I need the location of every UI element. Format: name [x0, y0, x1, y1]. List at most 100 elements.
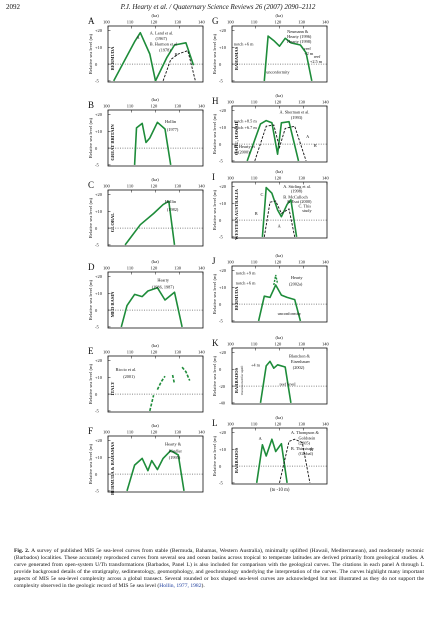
- sea-level-curve: [171, 374, 176, 385]
- y-tick-label: -5: [95, 163, 99, 168]
- sea-level-curve: [255, 438, 288, 484]
- panel-annotation: Riccio et al.: [116, 367, 137, 372]
- top-tick-label: 120: [275, 20, 283, 25]
- top-tick-label: 120: [151, 266, 159, 271]
- locality-label: BERMUDA: [110, 46, 115, 70]
- top-tick-label: 100: [227, 100, 235, 105]
- axis-unit-label: (ka): [152, 423, 160, 428]
- top-tick-label: 120: [275, 422, 283, 427]
- panel-letter: J: [212, 256, 216, 266]
- y-tick-label: +20: [95, 28, 103, 33]
- panel-annotation: al.(2000): [234, 150, 250, 155]
- panel-annotation: A. Stirling et al.: [283, 184, 311, 189]
- panel-annotation: Eisenhauer: [291, 359, 311, 364]
- y-tick-label: +20: [219, 350, 227, 355]
- top-tick-label: 130: [298, 100, 306, 105]
- panel-letter: G: [212, 16, 219, 26]
- top-tick-label: 130: [174, 430, 182, 435]
- panel-letter: K: [212, 338, 219, 348]
- y-tick-label: +20: [219, 430, 227, 435]
- plot-frame: [231, 265, 328, 323]
- y-tick-label: +10: [219, 285, 227, 290]
- locality-sublabel: Uncorrected for uplift: [240, 366, 244, 396]
- caption-citation-link[interactable]: Hollin, 1977, 1982: [159, 583, 202, 590]
- panel-annotation: notch +6 m: [236, 281, 256, 286]
- top-tick-label: 120: [151, 184, 159, 189]
- y-tick-label: -5: [219, 319, 223, 324]
- y-tick-label: -5: [219, 235, 223, 240]
- y-axis-title: Relative sea level (m): [88, 117, 93, 158]
- top-tick-label: 110: [127, 184, 134, 189]
- locality-label: BERMUDA & BAHAMAS: [110, 441, 115, 495]
- sea-level-curve: [124, 200, 176, 246]
- top-tick-label: 140: [322, 342, 330, 347]
- panel-annotation: study: [302, 208, 312, 213]
- panel-annotation: & Esat (2000): [287, 199, 312, 204]
- y-tick-label: 0: [219, 302, 222, 307]
- top-tick-label: 140: [322, 20, 330, 25]
- top-tick-label: 140: [198, 104, 206, 109]
- notch-curve: [273, 274, 279, 286]
- top-tick-label: 100: [103, 184, 111, 189]
- y-tick-label: 0: [95, 472, 98, 477]
- y-tick-label: +20: [219, 108, 227, 113]
- y-tick-label: +20: [95, 192, 103, 197]
- y-tick-label: +20: [219, 28, 227, 33]
- top-tick-label: 130: [298, 176, 306, 181]
- axis-unit-label: (ka): [276, 415, 284, 420]
- top-tick-label: 120: [275, 100, 283, 105]
- y-axis-title: Relative sea level (m): [88, 197, 93, 238]
- top-tick-label: 110: [127, 104, 134, 109]
- panel-annotation: (1977): [167, 127, 179, 132]
- top-tick-label: 100: [103, 350, 111, 355]
- top-tick-label: 120: [151, 430, 159, 435]
- top-tick-label: 130: [174, 104, 182, 109]
- y-tick-label: 0: [219, 62, 222, 67]
- sea-level-curve: [154, 42, 195, 82]
- panel-annotation: notch +6 m: [234, 42, 254, 47]
- sea-level-curve: [181, 366, 191, 381]
- locality-label: BARBADOS: [234, 447, 239, 473]
- locality-label: BERMUDA: [234, 286, 239, 310]
- panel-letter: C: [88, 180, 94, 190]
- y-tick-label: +20: [219, 268, 227, 273]
- locality-label: WESTERN AUSTRALIA: [234, 188, 239, 240]
- sea-level-curve: [263, 35, 313, 82]
- panel-annotation: C: [261, 192, 264, 197]
- y-axis-title: Relative sea level (m): [212, 435, 217, 476]
- panel-letter: E: [88, 346, 94, 356]
- axis-unit-label: (ka): [152, 177, 160, 182]
- plot-frame: [107, 109, 204, 167]
- plot-frame: [107, 25, 204, 83]
- panel-annotation: B. Harmon et al: [150, 42, 178, 47]
- top-tick-label: 100: [103, 20, 111, 25]
- top-tick-label: 140: [198, 266, 206, 271]
- y-axis-title: Relative sea level (m): [88, 443, 93, 484]
- plot-frame: [107, 189, 204, 247]
- panel-annotation: B: [175, 52, 178, 57]
- y-axis-title: Relative sea level (m): [212, 189, 217, 230]
- page-number: 2092: [6, 3, 20, 11]
- axis-unit-label: (ka): [152, 343, 160, 348]
- y-tick-label: -5: [95, 79, 99, 84]
- y-tick-label: +10: [219, 201, 227, 206]
- plot-frame: [231, 181, 328, 239]
- top-tick-label: 120: [275, 176, 283, 181]
- panel-annotation: unconformity: [266, 70, 290, 75]
- axis-unit-label: (ka): [152, 259, 160, 264]
- panel-annotation: A: [137, 35, 141, 40]
- panel-annotation: A. Sherman et al.: [280, 109, 310, 114]
- panel-annotation: Blanchon &: [289, 354, 311, 359]
- plot-frame: [231, 347, 328, 405]
- panel-letter: I: [212, 172, 215, 182]
- panel-annotation: unconformity: [278, 311, 302, 316]
